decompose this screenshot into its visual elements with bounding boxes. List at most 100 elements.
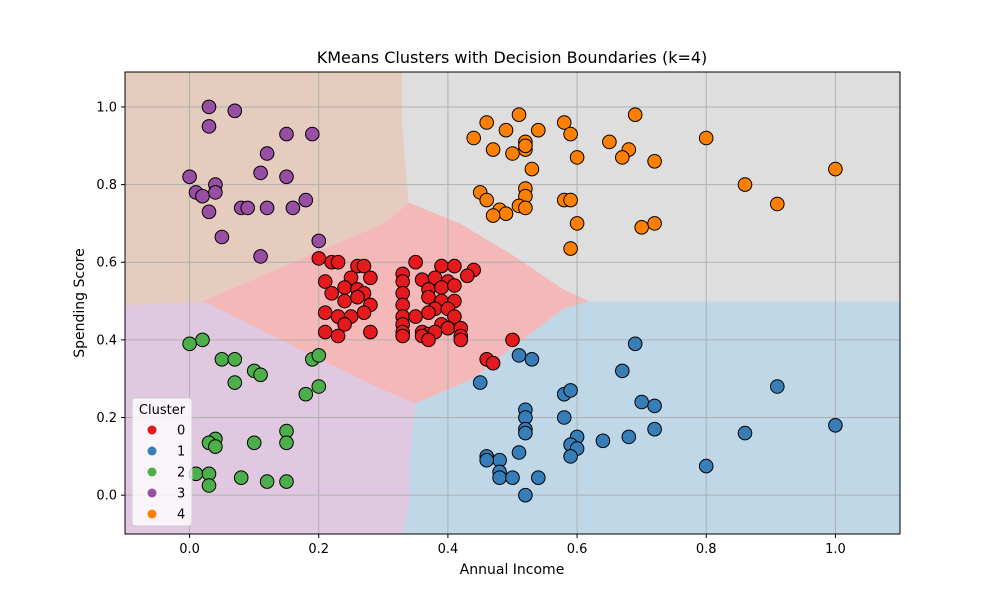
point-cluster-2 [298,386,314,402]
point-cluster-3 [279,126,294,142]
point-cluster-0 [485,355,501,371]
legend: Cluster 0 1 2 3 4 [131,397,193,527]
point-cluster-4 [634,220,650,235]
point-cluster-0 [453,332,469,348]
point-cluster-3 [227,103,243,119]
point-cluster-4 [485,208,501,223]
point-cluster-3 [201,99,217,115]
point-cluster-1 [492,470,507,486]
point-cluster-4 [647,154,662,169]
point-cluster-2 [227,352,243,367]
point-cluster-3 [201,119,217,134]
legend-label-4: 4 [177,508,185,523]
x-tick-label: 0.6 [567,542,588,557]
point-cluster-2 [182,336,197,352]
point-cluster-2 [279,474,294,489]
point-cluster-0 [317,305,333,321]
point-cluster-2 [311,379,327,394]
point-cluster-0 [317,324,333,340]
point-cluster-0 [447,258,462,274]
point-cluster-4 [505,146,520,161]
x-tick-label: 0.2 [308,542,329,557]
plot-frame [124,71,901,535]
point-cluster-2 [279,435,294,451]
x-axis-label: Annual Income [460,562,565,578]
point-cluster-3 [298,192,314,208]
point-cluster-0 [330,328,346,344]
point-cluster-4 [485,142,501,157]
axis-ticks: 0.0 0.2 0.4 0.6 0.8 1.0 0.0 0.2 0.4 0.6 0.8 1.0 [96,100,845,557]
point-cluster-0 [317,274,333,289]
point-cluster-1 [737,425,753,441]
point-cluster-0 [337,293,352,309]
point-cluster-4 [770,196,785,212]
point-cluster-4 [602,134,617,150]
point-cluster-3 [182,169,197,185]
point-cluster-4 [511,107,527,122]
point-cluster-1 [647,421,662,437]
point-cluster-0 [356,258,372,274]
point-cluster-3 [240,200,255,216]
point-cluster-0 [408,254,423,270]
point-cluster-2 [208,439,223,454]
y-tick-label: 0.6 [96,256,117,271]
legend-label-3: 3 [177,487,185,502]
point-cluster-4 [563,192,578,208]
point-cluster-3 [214,229,230,245]
legend-marker-3 [147,488,157,498]
point-cluster-1 [621,429,637,445]
point-cluster-1 [595,433,611,449]
legend-marker-1 [147,446,157,456]
point-cluster-2 [311,348,327,363]
point-cluster-0 [421,289,436,305]
point-cluster-1 [505,470,520,486]
point-cluster-3 [279,169,294,185]
legend-marker-4 [147,509,157,519]
point-cluster-0 [337,280,352,295]
point-cluster-1 [479,452,495,468]
point-cluster-4 [524,161,540,177]
point-cluster-3 [305,126,320,142]
y-tick-label: 1.0 [96,100,117,115]
point-cluster-0 [421,305,436,321]
legend-label-1: 1 [177,445,185,460]
point-cluster-0 [447,278,462,293]
point-cluster-3 [285,200,301,216]
point-cluster-4 [615,150,630,165]
point-cluster-4 [737,177,753,192]
x-tick-label: 0.8 [696,542,717,557]
point-cluster-3 [253,249,268,264]
point-cluster-2 [259,474,275,489]
point-cluster-2 [214,352,230,367]
point-cluster-0 [350,289,365,305]
point-cluster-0 [363,270,378,286]
y-tick-label: 0.4 [96,333,117,348]
point-cluster-3 [259,200,275,216]
point-cluster-1 [698,458,714,474]
grid-lines [125,72,900,534]
point-cluster-4 [466,130,482,146]
point-cluster-0 [505,332,520,348]
point-cluster-4 [569,150,585,165]
point-cluster-1 [556,410,572,425]
point-cluster-2 [233,470,249,486]
point-cluster-0 [356,305,372,321]
legend-label-2: 2 [177,466,185,481]
point-cluster-3 [195,188,210,204]
point-cluster-3 [201,204,217,220]
point-cluster-0 [395,328,411,344]
point-cluster-0 [337,317,352,332]
point-cluster-1 [472,375,488,390]
point-cluster-0 [363,324,378,340]
legend-box [131,397,193,527]
point-cluster-4 [828,161,843,177]
legend-marker-2 [147,467,157,477]
point-cluster-0 [447,309,462,324]
y-axis-label: Spending Score [72,248,88,357]
point-cluster-3 [311,233,327,249]
point-cluster-2 [253,367,268,383]
point-cluster-0 [460,268,475,284]
point-cluster-1 [627,336,643,352]
point-cluster-1 [518,487,533,503]
